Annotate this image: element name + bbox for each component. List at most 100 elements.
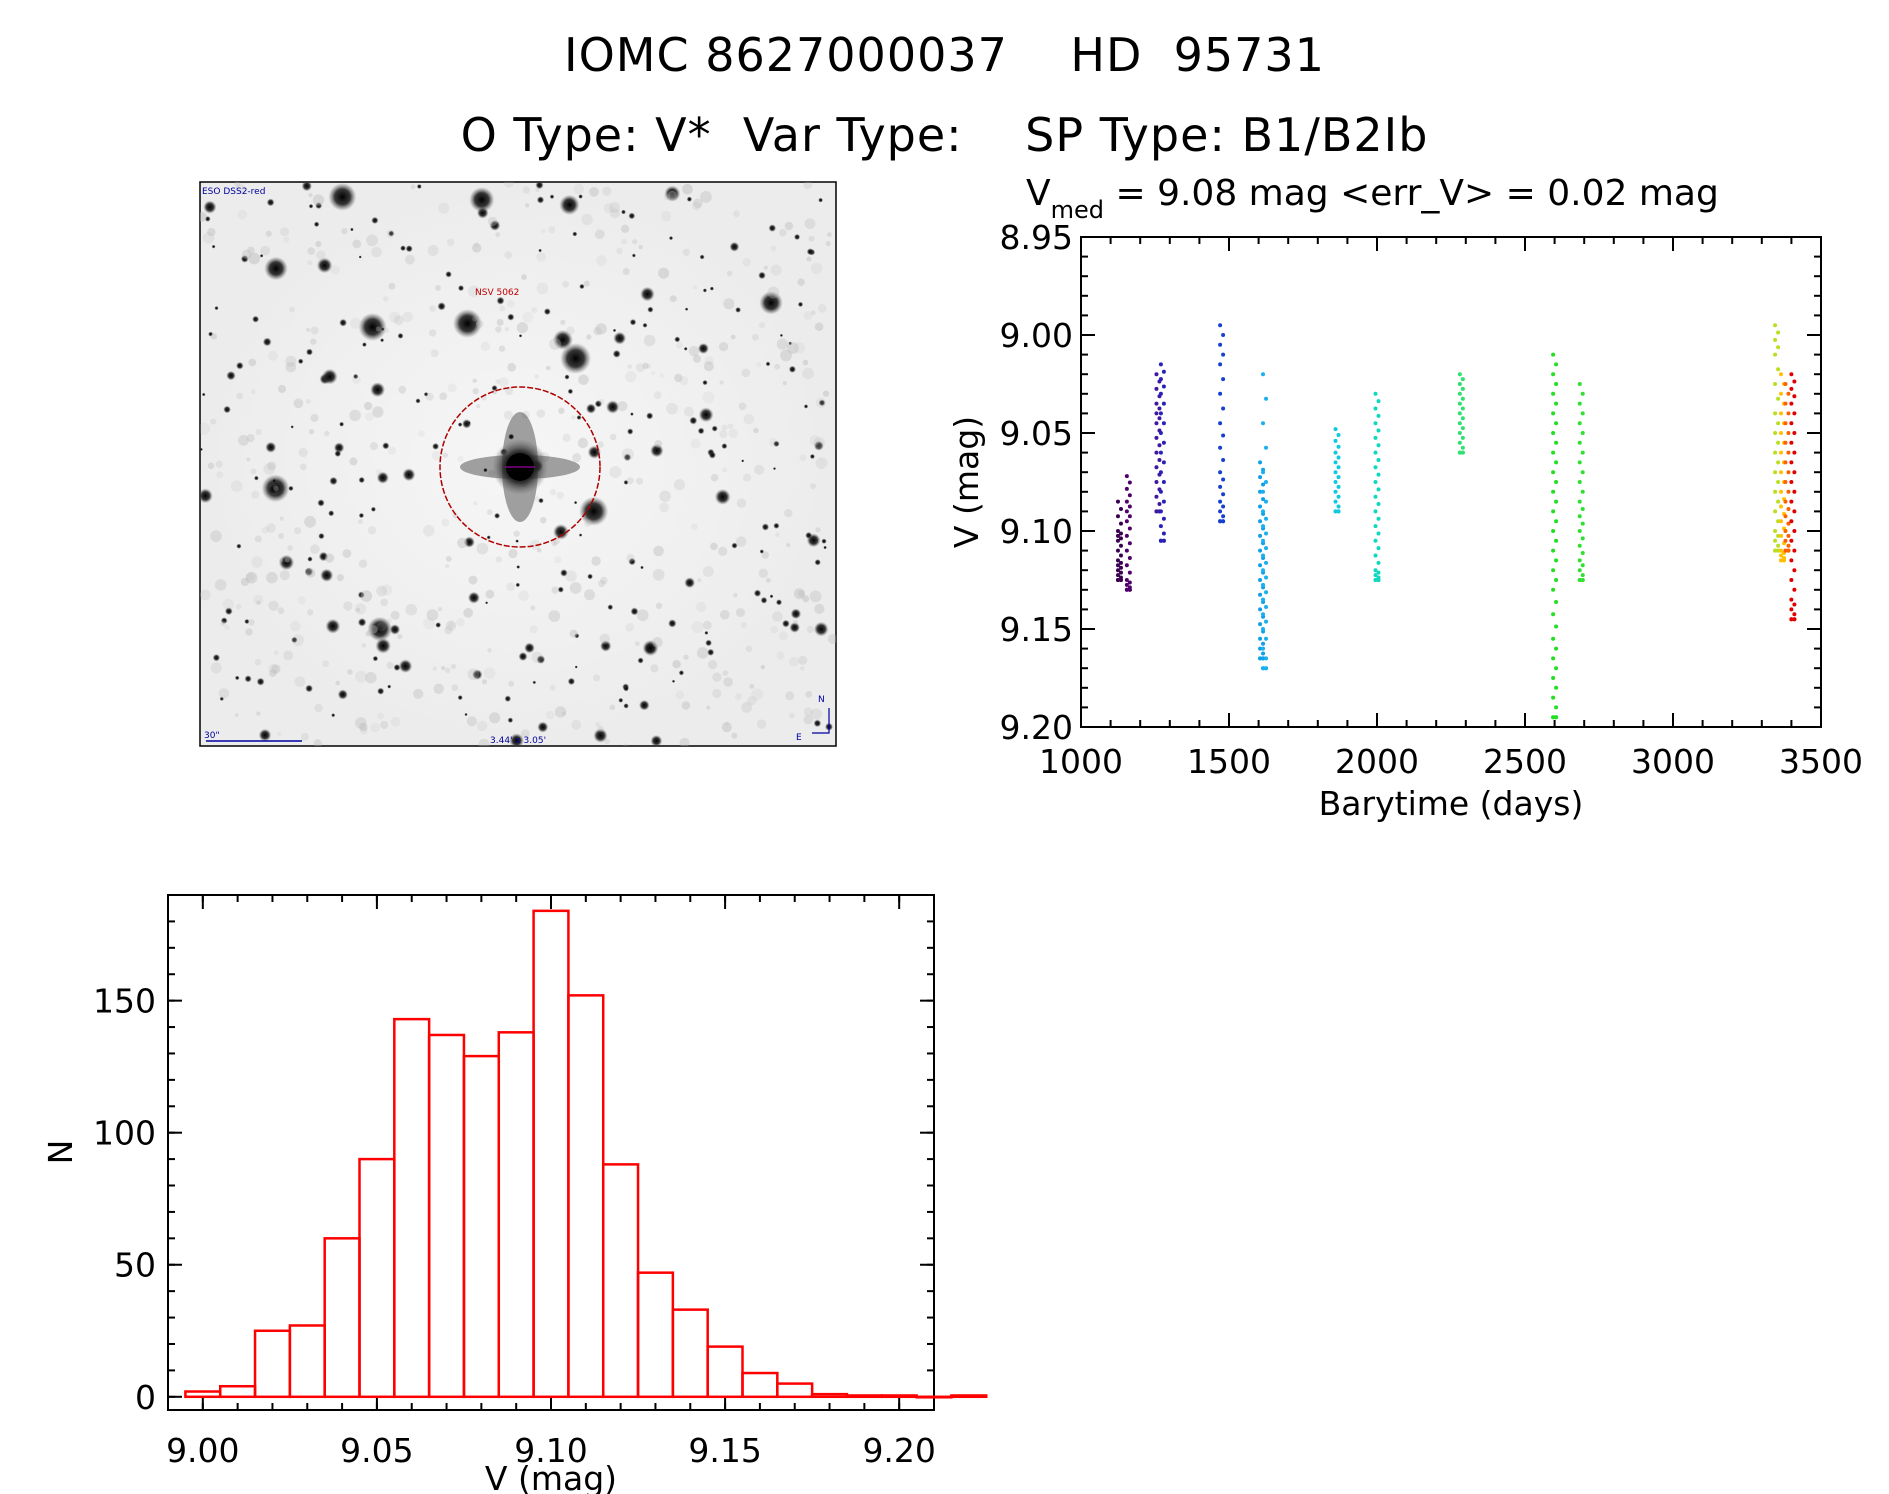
light-curve-point bbox=[1336, 509, 1341, 514]
light-curve-point bbox=[1373, 391, 1378, 396]
field-star bbox=[367, 616, 393, 642]
field-star bbox=[628, 212, 636, 220]
field-noise bbox=[292, 634, 304, 647]
field-noise bbox=[609, 704, 616, 711]
field-noise bbox=[810, 483, 816, 490]
light-curve-xtick: 3000 bbox=[1631, 742, 1715, 781]
field-noise bbox=[279, 570, 290, 581]
field-noise bbox=[545, 710, 555, 720]
field-star bbox=[339, 318, 347, 327]
field-noise bbox=[745, 645, 753, 653]
field-noise bbox=[254, 535, 262, 543]
field-noise bbox=[809, 435, 820, 446]
light-curve-point bbox=[1376, 531, 1381, 536]
field-noise bbox=[594, 229, 605, 240]
field-noise bbox=[634, 641, 640, 647]
field-noise bbox=[712, 688, 722, 699]
field-noise bbox=[235, 183, 246, 194]
field-noise bbox=[569, 629, 578, 638]
field-noise bbox=[508, 680, 515, 687]
field-star bbox=[313, 221, 320, 228]
field-noise bbox=[207, 227, 216, 237]
field-noise bbox=[485, 589, 495, 599]
light-curve-point bbox=[1261, 538, 1266, 543]
field-noise bbox=[215, 460, 223, 468]
field-star bbox=[704, 630, 709, 635]
field-noise bbox=[805, 691, 813, 698]
field-noise bbox=[315, 240, 322, 248]
light-curve-xtick: 3500 bbox=[1779, 742, 1863, 781]
field-noise bbox=[770, 264, 782, 276]
field-noise bbox=[521, 274, 527, 280]
field-star bbox=[483, 467, 488, 473]
field-star bbox=[702, 288, 708, 293]
field-star bbox=[623, 703, 629, 709]
field-star bbox=[415, 398, 421, 404]
field-noise bbox=[380, 598, 389, 607]
field-noise bbox=[797, 590, 805, 597]
field-noise bbox=[444, 667, 451, 674]
light-curve-point bbox=[1580, 431, 1585, 435]
light-curve-point bbox=[1221, 406, 1226, 411]
light-curve-point bbox=[1783, 529, 1788, 533]
histogram-bar bbox=[323, 1237, 361, 1399]
field-noise bbox=[814, 603, 825, 615]
field-noise bbox=[230, 480, 243, 493]
field-noise bbox=[785, 691, 795, 701]
field-noise bbox=[770, 245, 777, 252]
light-curve-point bbox=[1776, 480, 1781, 484]
light-curve-point bbox=[1258, 548, 1263, 553]
light-curve-chart: Vmed = 9.08 mag <err_V> = 0.02 mag 1000 1… bbox=[947, 173, 1863, 823]
field-noise bbox=[799, 454, 807, 462]
field-noise bbox=[566, 326, 575, 335]
light-curve-point bbox=[1554, 519, 1559, 524]
light-curve-point bbox=[1376, 457, 1381, 462]
field-star bbox=[650, 735, 663, 746]
field-star bbox=[697, 343, 709, 354]
image-east-label: E bbox=[796, 733, 802, 743]
field-star bbox=[377, 687, 385, 695]
field-noise bbox=[441, 518, 450, 527]
field-noise bbox=[404, 254, 415, 265]
field-noise bbox=[245, 628, 253, 636]
light-curve-point bbox=[1779, 533, 1784, 538]
field-noise bbox=[256, 600, 261, 605]
field-noise bbox=[457, 455, 464, 462]
light-curve-point bbox=[1124, 548, 1129, 553]
field-noise bbox=[530, 605, 536, 611]
field-noise bbox=[593, 674, 601, 682]
light-curve-point bbox=[1460, 396, 1465, 401]
light-curve-point bbox=[1773, 489, 1778, 494]
light-curve-point bbox=[1261, 656, 1266, 661]
field-star bbox=[760, 596, 768, 604]
histogram-bar bbox=[184, 1390, 222, 1399]
field-noise bbox=[697, 578, 702, 583]
light-curve-point bbox=[1154, 386, 1159, 391]
field-noise bbox=[691, 621, 704, 634]
light-curve-point bbox=[1554, 558, 1559, 563]
light-curve-point bbox=[1261, 651, 1266, 656]
light-curve-ytick: 9.20 bbox=[1000, 708, 1073, 747]
field-star bbox=[226, 370, 236, 381]
field-noise bbox=[313, 739, 322, 746]
light-curve-point bbox=[1127, 587, 1132, 592]
field-star bbox=[640, 286, 655, 302]
field-star bbox=[821, 538, 827, 544]
field-noise bbox=[693, 354, 701, 363]
light-curve-point bbox=[1773, 323, 1778, 328]
field-star bbox=[560, 343, 592, 374]
light-curve-point bbox=[1115, 538, 1120, 543]
field-star bbox=[509, 733, 524, 746]
field-noise bbox=[643, 334, 656, 347]
field-noise bbox=[802, 595, 810, 603]
field-star bbox=[818, 399, 826, 407]
light-curve-point bbox=[1554, 666, 1559, 671]
field-noise bbox=[534, 496, 540, 502]
light-curve-point bbox=[1333, 470, 1338, 475]
light-curve-point bbox=[1773, 382, 1778, 386]
light-curve-point bbox=[1157, 416, 1162, 421]
field-noise bbox=[393, 315, 404, 326]
field-star bbox=[320, 568, 334, 582]
field-noise bbox=[609, 202, 621, 213]
light-curve-points bbox=[1115, 323, 1797, 720]
